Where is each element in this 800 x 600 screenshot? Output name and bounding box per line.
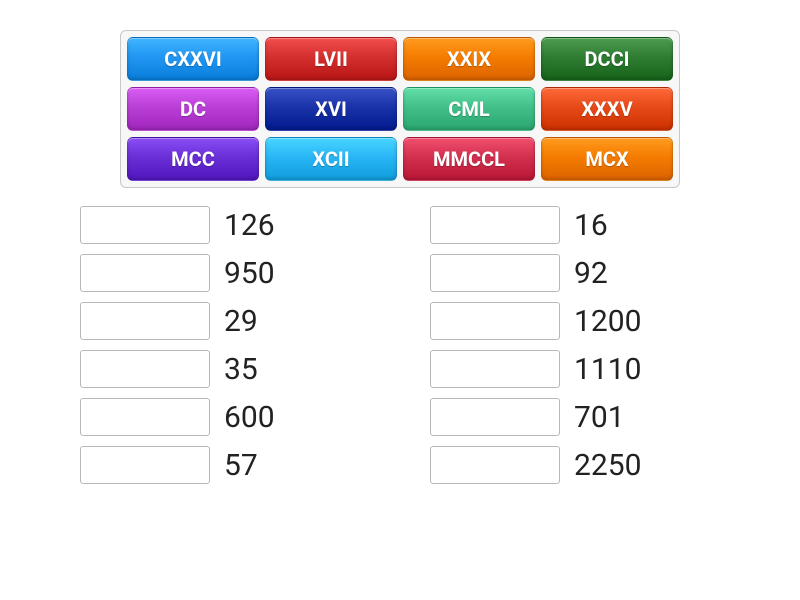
drop-slot-57[interactable] [80,446,210,484]
answer-label: 57 [224,448,258,483]
tile-xxix[interactable]: XXIX [403,37,535,81]
answer-row: 600 [80,398,370,436]
drop-slot-701[interactable] [430,398,560,436]
answer-label: 126 [224,208,275,243]
answer-label: 2250 [574,448,641,483]
drop-slot-950[interactable] [80,254,210,292]
drop-slot-35[interactable] [80,350,210,388]
drop-slot-1200[interactable] [430,302,560,340]
answer-row: 35 [80,350,370,388]
drop-slot-2250[interactable] [430,446,560,484]
tile-lvii[interactable]: LVII [265,37,397,81]
answer-row: 57 [80,446,370,484]
tile-mcc[interactable]: MCC [127,137,259,181]
tile-cxxvi[interactable]: CXXVI [127,37,259,81]
answer-row: 92 [430,254,720,292]
answer-row: 1110 [430,350,720,388]
answer-row: 2250 [430,446,720,484]
answer-label: 950 [224,256,275,291]
tile-xvi[interactable]: XVI [265,87,397,131]
tile-mcx[interactable]: MCX [541,137,673,181]
answer-row: 701 [430,398,720,436]
answer-row: 1200 [430,302,720,340]
answer-label: 600 [224,400,275,435]
answer-label: 1110 [574,352,641,387]
drop-slot-126[interactable] [80,206,210,244]
drop-slot-92[interactable] [430,254,560,292]
game-container: CXXVI LVII XXIX DCCI DC XVI CML XXXV MCC… [0,0,800,514]
drop-slot-600[interactable] [80,398,210,436]
answer-row: 29 [80,302,370,340]
tile-dcci[interactable]: DCCI [541,37,673,81]
answer-label: 1200 [574,304,641,339]
tile-grid: CXXVI LVII XXIX DCCI DC XVI CML XXXV MCC… [120,30,680,188]
answer-label: 29 [224,304,258,339]
tile-xcii[interactable]: XCII [265,137,397,181]
drop-slot-29[interactable] [80,302,210,340]
drop-slot-16[interactable] [430,206,560,244]
tile-xxxv[interactable]: XXXV [541,87,673,131]
answer-row: 126 [80,206,370,244]
tile-dc[interactable]: DC [127,87,259,131]
drop-slot-1110[interactable] [430,350,560,388]
tile-cml[interactable]: CML [403,87,535,131]
answer-label: 35 [224,352,258,387]
tile-mmccl[interactable]: MMCCL [403,137,535,181]
answer-label: 92 [574,256,608,291]
answer-row: 950 [80,254,370,292]
answer-label: 16 [574,208,608,243]
answer-row: 16 [430,206,720,244]
answer-label: 701 [574,400,625,435]
answers-grid: 126 16 950 92 29 1200 35 1110 [80,206,720,484]
